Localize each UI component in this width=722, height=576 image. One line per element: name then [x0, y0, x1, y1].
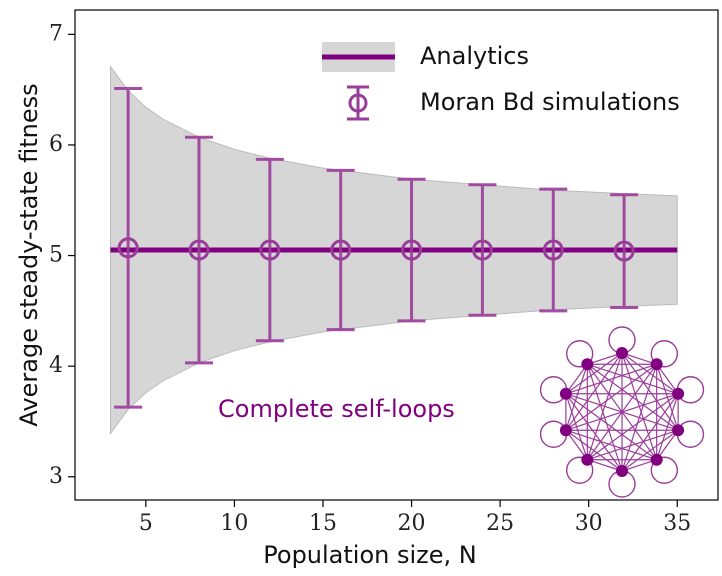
- graph-node: [616, 465, 628, 477]
- legend-label: Moran Bd simulations: [420, 88, 680, 116]
- x-tick-label: 10: [220, 511, 248, 536]
- graph-node: [651, 358, 663, 370]
- graph-node: [616, 347, 628, 359]
- graph-edge: [587, 364, 622, 471]
- x-tick-label: 5: [139, 511, 153, 536]
- graph-node: [560, 388, 572, 400]
- y-tick-label: 4: [49, 353, 63, 378]
- x-tick-label: 20: [398, 511, 426, 536]
- legend-label: Analytics: [420, 42, 529, 70]
- y-axis-label: Average steady-state fitness: [15, 83, 43, 426]
- annotation: Complete self-loops: [218, 395, 455, 423]
- y-tick-label: 7: [49, 21, 63, 46]
- graph-node: [672, 424, 684, 436]
- x-tick-label: 30: [575, 511, 603, 536]
- graph-node: [651, 454, 663, 466]
- y-tick-label: 5: [49, 243, 63, 268]
- y-tick-label: 6: [49, 132, 63, 157]
- graph-node: [581, 454, 593, 466]
- x-axis-label: Population size, N: [263, 541, 476, 569]
- chart: Population size, N Average steady-state …: [0, 0, 722, 576]
- y-tick-label: 3: [49, 464, 63, 489]
- x-tick-label: 15: [309, 511, 337, 536]
- graph-node: [672, 388, 684, 400]
- x-tick-label: 35: [663, 511, 691, 536]
- x-tick-label: 25: [486, 511, 514, 536]
- graph-node: [560, 424, 572, 436]
- complete-graph-icon: [541, 327, 704, 497]
- graph-node: [581, 358, 593, 370]
